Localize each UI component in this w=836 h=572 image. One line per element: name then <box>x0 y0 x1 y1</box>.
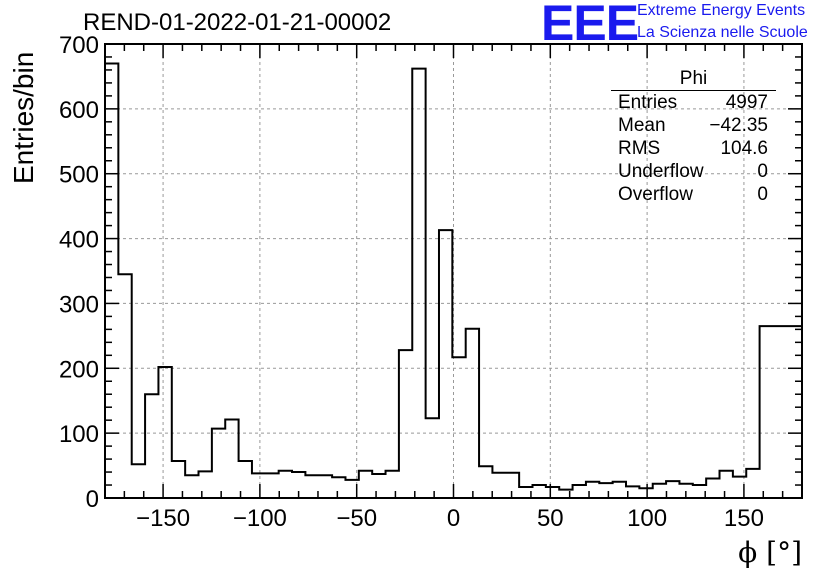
histogram-bar <box>265 473 278 498</box>
histogram-bar <box>412 69 425 498</box>
histogram-bar <box>252 473 265 498</box>
histogram-bar <box>305 475 318 498</box>
histogram-bar <box>559 490 572 498</box>
histogram-bar <box>586 482 599 498</box>
tick-labels: −150 −100 −50 0 50 100 150 0 100 200 300 400 500 600 7… <box>59 32 764 532</box>
x-tick-label: −100 <box>233 505 287 532</box>
y-tick-label: 700 <box>59 32 99 59</box>
histogram-bar <box>506 473 519 498</box>
stats-value: 0 <box>757 161 768 182</box>
stats-row-underflow: Underflow 0 <box>611 160 776 183</box>
histogram-bar <box>439 230 452 498</box>
x-tick-label: 150 <box>724 505 764 532</box>
histogram-bar <box>319 475 332 498</box>
histogram-bar <box>118 274 131 498</box>
x-axis-label: ϕ [°] <box>738 536 802 569</box>
stats-label: RMS <box>618 138 661 159</box>
histogram-bar <box>706 479 719 498</box>
histogram-bar <box>279 471 292 498</box>
y-axis-label: Entries/bin <box>8 51 39 184</box>
stats-value: 0 <box>757 184 768 205</box>
histogram-bar <box>773 326 786 498</box>
stats-label: Entries <box>618 92 678 113</box>
histogram-bar <box>452 357 465 498</box>
histogram-bar <box>653 484 666 498</box>
histogram-bar <box>359 471 372 498</box>
y-tick-label: 400 <box>59 227 99 254</box>
histogram-bar <box>199 471 212 498</box>
stats-row-mean: Mean −42.35 <box>611 114 776 137</box>
chart-title: REND-01-2022-01-21-00002 <box>83 9 392 36</box>
x-tick-label: 100 <box>627 505 667 532</box>
y-tick-label: 500 <box>59 162 99 189</box>
y-tick-label: 200 <box>59 356 99 383</box>
histogram-bar <box>158 367 171 498</box>
logo-line-2: La Scienza nelle Scuole <box>637 24 808 41</box>
stats-box: Phi Entries 4997 Mean −42.35 RMS 104.6 U… <box>611 68 776 206</box>
y-tick-label: 600 <box>59 97 99 124</box>
histogram-bar <box>399 350 412 498</box>
axes <box>104 43 803 499</box>
histogram-bar <box>532 485 545 498</box>
y-tick-label: 100 <box>59 421 99 448</box>
histogram-outline <box>104 62 803 498</box>
stats-row-rms: RMS 104.6 <box>611 137 776 160</box>
x-tick-label: 50 <box>537 505 564 532</box>
logo-line-1: Extreme Energy Events <box>637 2 806 19</box>
stats-label: Overflow <box>618 184 693 205</box>
x-tick-label: −150 <box>136 505 190 532</box>
y-tick-label: 0 <box>86 486 99 513</box>
stats-row-entries: Entries 4997 <box>611 91 776 114</box>
stats-value: −42.35 <box>709 115 768 136</box>
histogram-bar <box>639 488 652 498</box>
histogram-bar <box>372 474 385 498</box>
histogram-bar <box>479 466 492 498</box>
histogram-bar <box>386 471 399 498</box>
histogram-bar <box>145 394 158 498</box>
histogram-bar <box>466 329 479 498</box>
histogram-bar <box>212 429 225 498</box>
histogram-bar <box>426 418 439 498</box>
histogram-bar <box>613 482 626 498</box>
x-tick-label: −50 <box>336 505 377 532</box>
histogram-bar <box>185 475 198 498</box>
histogram-bar <box>492 473 505 498</box>
histogram-bars <box>104 62 803 498</box>
eee-logo: EEE <box>541 0 639 51</box>
histogram-bar <box>599 483 612 498</box>
stats-title: Phi <box>611 68 776 91</box>
grid-lines <box>105 44 802 498</box>
stats-row-overflow: Overflow 0 <box>611 183 776 206</box>
stats-value: 104.6 <box>720 138 768 159</box>
histogram-bar <box>720 471 733 498</box>
histogram-bar <box>760 326 773 498</box>
stats-label: Mean <box>618 115 666 136</box>
histogram-bar <box>693 485 706 498</box>
x-tick-label: 0 <box>447 505 460 532</box>
stats-value: 4997 <box>725 92 768 113</box>
histogram-bar <box>666 481 679 498</box>
histogram-bar <box>546 487 559 498</box>
histogram-bar <box>573 485 586 498</box>
y-tick-label: 300 <box>59 291 99 318</box>
histogram-bar <box>332 477 345 498</box>
stats-label: Underflow <box>618 161 704 182</box>
histogram-bar <box>225 420 238 498</box>
histogram-bar <box>746 469 759 498</box>
